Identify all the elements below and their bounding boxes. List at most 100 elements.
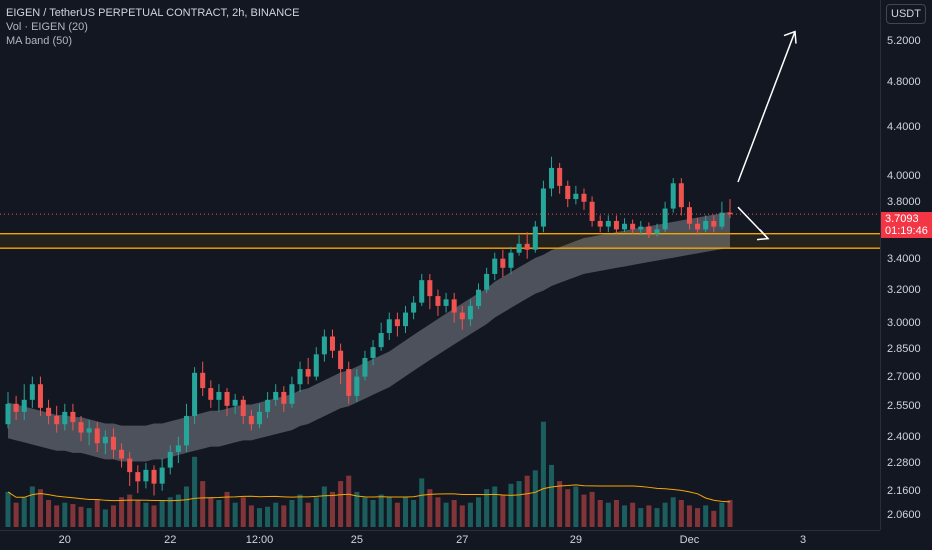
ma-band-indicator-label[interactable]: MA band (50): [6, 35, 73, 47]
candle-body: [532, 226, 538, 250]
volume-bar: [321, 486, 327, 527]
volume-bar: [289, 500, 295, 527]
candle-body: [62, 411, 68, 425]
volume-bar: [94, 500, 100, 527]
volume-bar: [273, 502, 279, 527]
volume-bar: [662, 502, 668, 527]
candle-body: [540, 188, 546, 227]
volume-bar: [605, 502, 611, 527]
candle-body: [338, 350, 344, 370]
volume-bar: [435, 497, 441, 527]
candle-body: [289, 384, 295, 404]
candle-body: [500, 258, 506, 268]
volume-bar: [402, 497, 409, 527]
volume-bar: [70, 504, 76, 527]
time-axis[interactable]: 20 22 12:00 25 27 29 Dec 3: [0, 530, 880, 550]
price-tick-label: 2.0600: [887, 508, 921, 521]
candle-body: [5, 403, 11, 425]
time-tick-label: 12:00: [245, 534, 274, 546]
candle-body: [686, 207, 692, 224]
candle-body: [21, 399, 27, 412]
candlestick-chart[interactable]: [0, 0, 880, 530]
volume-bar: [686, 505, 692, 527]
volume-bar: [224, 491, 230, 527]
candle-body: [467, 305, 473, 320]
candle-body: [622, 223, 628, 230]
candle-body: [646, 226, 652, 234]
volume-bar: [613, 500, 619, 527]
volume-bar: [411, 500, 417, 527]
ma-band: [8, 211, 730, 462]
volume-bar: [727, 500, 733, 527]
candle-body: [216, 391, 222, 400]
volume-bar: [467, 502, 473, 527]
candle-body: [305, 369, 311, 377]
candle-body: [183, 415, 189, 446]
volume-bar: [370, 500, 376, 527]
candle-body: [630, 223, 636, 230]
price-tick-label: 4.0000: [887, 169, 921, 182]
bullish-arrowhead: [783, 30, 797, 44]
candle-body: [281, 391, 287, 404]
volume-bar: [232, 502, 238, 527]
volume-bar: [557, 481, 563, 527]
volume-bar: [500, 494, 506, 527]
symbol-title[interactable]: EIGEN / TetherUS PERPETUAL CONTRACT, 2h,…: [6, 7, 300, 19]
candle-body: [354, 376, 360, 396]
candle-body: [232, 399, 238, 406]
bearish-arrowhead: [756, 229, 770, 241]
volume-bar: [159, 500, 165, 527]
volume-bar: [200, 481, 206, 527]
candle-body: [549, 167, 555, 189]
candle-body: [362, 357, 368, 377]
volume-bar: [630, 502, 636, 527]
candle-body: [86, 428, 92, 433]
candle-body: [110, 436, 116, 450]
candle-body: [703, 220, 709, 230]
price-tick-label: 3.8000: [887, 195, 921, 208]
volume-bar: [459, 505, 465, 527]
candle-body: [597, 220, 603, 227]
volume-bar: [476, 497, 482, 527]
candle-body: [329, 336, 336, 351]
candle-body: [70, 411, 76, 423]
price-tick-label: 2.5500: [887, 399, 921, 412]
volume-bar: [175, 494, 181, 527]
bullish-projection-arrow: [737, 31, 796, 183]
candle-body: [102, 436, 108, 444]
currency-button[interactable]: USDT: [886, 4, 926, 24]
volume-bar: [492, 486, 498, 527]
candle-body: [524, 243, 530, 250]
chart-pane[interactable]: [0, 0, 880, 530]
volume-bar: [443, 502, 449, 527]
volume-bar: [524, 475, 530, 527]
volume-bar: [110, 505, 116, 527]
volume-bar: [654, 508, 660, 527]
candle-body: [240, 399, 246, 416]
volume-bar: [5, 491, 11, 527]
volume-bar: [516, 481, 522, 527]
volume-bar: [346, 475, 352, 527]
candle-body: [135, 472, 141, 482]
bar-countdown: 01:19:46: [885, 225, 928, 237]
volume-indicator-label[interactable]: Vol · EIGEN (20): [6, 21, 88, 33]
volume-bar: [192, 456, 198, 527]
candle-body: [29, 384, 35, 400]
price-tick-label: 3.4000: [887, 252, 921, 265]
price-tick-label: 2.7000: [887, 370, 921, 383]
candle-body: [605, 220, 611, 227]
last-price-value: 3.7093: [885, 213, 919, 225]
volume-bar: [427, 489, 433, 527]
volume-bar: [119, 497, 125, 527]
volume-bar: [127, 494, 133, 527]
volume-bar: [216, 500, 222, 527]
volume-bar: [386, 497, 392, 527]
candle-body: [321, 336, 327, 355]
volume-bar: [78, 506, 84, 527]
volume-bar: [305, 502, 311, 527]
price-scale[interactable]: 5.2000 4.8000 4.4000 4.0000 3.8000 3.4000 3.20…: [880, 0, 932, 530]
volume-bar: [338, 481, 344, 527]
candle-body: [46, 407, 52, 416]
volume-bar: [21, 497, 27, 527]
candle-body: [94, 428, 100, 444]
